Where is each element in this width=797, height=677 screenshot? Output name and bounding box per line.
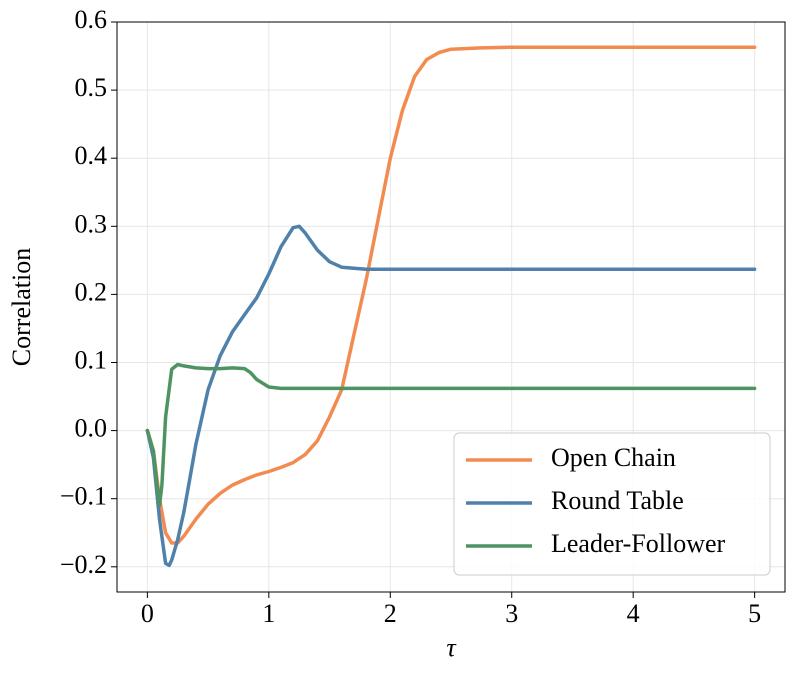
x-tick-label: 1 — [262, 599, 275, 628]
legend-box — [453, 432, 771, 576]
y-tick-label: 0.2 — [75, 277, 108, 306]
x-tick-label: 5 — [748, 599, 761, 628]
legend-label: Leader-Follower — [551, 529, 726, 558]
y-tick-label: 0.1 — [75, 345, 108, 374]
x-tick-label: 4 — [627, 599, 640, 628]
x-tick-label: 0 — [141, 599, 154, 628]
y-axis-label: Correlation — [7, 248, 36, 366]
y-tick-label: 0.3 — [75, 209, 108, 238]
plot-frame — [116, 21, 786, 593]
y-tick-label: 0.4 — [75, 141, 108, 170]
y-tick-label: 0.5 — [75, 73, 108, 102]
y-tick-label: 0.0 — [75, 414, 108, 443]
x-tick-label: 2 — [384, 599, 397, 628]
line-series — [145, 362, 757, 508]
legend-label: Round Table — [551, 486, 684, 515]
legend-label: Open Chain — [551, 443, 676, 472]
y-tick-label: 0.6 — [75, 5, 108, 34]
line-series — [145, 224, 757, 568]
x-axis-label: τ — [446, 633, 457, 662]
line-series — [145, 45, 757, 545]
x-tick-label: 3 — [505, 599, 518, 628]
y-tick-label: −0.2 — [60, 550, 107, 579]
y-tick-label: −0.1 — [60, 482, 107, 511]
